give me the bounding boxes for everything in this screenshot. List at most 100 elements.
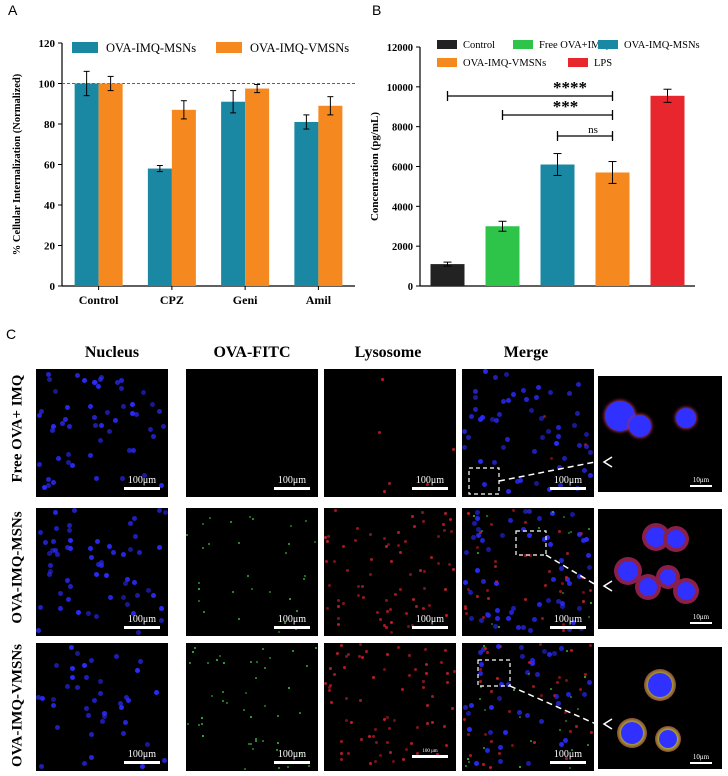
cell-signal (98, 376, 104, 382)
cell-signal (304, 574, 307, 577)
cell-signal (58, 590, 64, 596)
cell-signal (398, 550, 402, 554)
cell-signal (95, 562, 101, 568)
cell-signal (198, 600, 201, 603)
cell-signal (524, 521, 528, 524)
cell-signal (555, 680, 559, 684)
cell-signal (440, 661, 444, 665)
cell-signal (540, 435, 545, 441)
cell-signal (553, 441, 559, 447)
cell-signal (146, 588, 152, 594)
cell-signal (525, 713, 531, 719)
cell-signal (425, 483, 429, 487)
cell-signal (389, 631, 393, 635)
cell-signal (494, 580, 500, 586)
cell-signal (268, 590, 271, 593)
cell-signal (564, 720, 567, 723)
cell-signal (329, 667, 333, 671)
y-tick-label: 0 (408, 282, 413, 293)
cell-signal (38, 764, 44, 770)
bar (98, 83, 123, 286)
cell-signal (36, 694, 42, 700)
cell-signal (346, 751, 350, 755)
cell-signal (295, 628, 298, 631)
cell-signal (586, 564, 592, 570)
cell-signal (586, 553, 592, 559)
cell-signal (497, 695, 503, 701)
bar (485, 226, 520, 286)
cell-signal (248, 516, 251, 519)
cell-signal (344, 718, 348, 722)
cell-signal (589, 644, 593, 648)
cell-signal (442, 522, 446, 526)
cell-signal (54, 526, 60, 532)
cell-signal (252, 517, 255, 520)
scale-bar-line (274, 487, 310, 490)
cell-signal (444, 587, 447, 591)
cell-signal (202, 522, 205, 525)
cell-signal (467, 757, 470, 760)
cell-signal (98, 437, 104, 443)
cell-signal (557, 465, 563, 471)
cell-signal (503, 372, 509, 378)
bar (74, 83, 99, 286)
cell-signal (283, 622, 286, 625)
cell-signal (324, 682, 328, 686)
cell-signal (158, 483, 164, 488)
cell-signal (548, 541, 554, 547)
cell-signal (230, 521, 233, 524)
cell-signal (93, 423, 99, 429)
cell-signal (277, 631, 280, 634)
cell-signal (375, 740, 379, 744)
cell-signal (479, 530, 483, 534)
cell-signal (475, 533, 481, 539)
cell-signal (83, 705, 89, 711)
cell-signal (52, 548, 58, 554)
cell-signal (582, 591, 586, 595)
cell-signal (215, 658, 218, 661)
cell-signal (475, 527, 481, 533)
cell-signal (68, 583, 74, 589)
cell-signal (382, 717, 386, 721)
micrograph-1-1: 100μm (36, 369, 168, 497)
micrograph-3-2: 100μm (186, 643, 318, 771)
legend-label: OVA-IMQ-MSNs (106, 41, 196, 55)
y-tick-label: 4000 (392, 202, 413, 213)
cell-signal (186, 533, 189, 536)
cell-signal (560, 603, 566, 609)
cell-signal (394, 592, 398, 596)
cell-signal (556, 433, 562, 439)
cell-signal (411, 624, 415, 628)
cell-signal (141, 472, 147, 478)
cell-signal (516, 625, 522, 631)
cell-signal (161, 423, 167, 429)
row-label-ova-imq-vmsns: OVA-IMQ-VMSNs (9, 643, 26, 768)
zoom-scale-label: 10μm (692, 613, 710, 621)
cell-signal (569, 767, 572, 770)
cell-signal (221, 699, 224, 702)
cell-signal (493, 560, 497, 564)
cell-signal (491, 460, 497, 465)
cell-signal (506, 616, 512, 622)
cell-signal (369, 573, 373, 577)
cell-signal (107, 428, 113, 434)
cell-signal (506, 489, 512, 495)
panel-label-b: B (372, 2, 382, 18)
cell-signal (70, 666, 76, 672)
cell-signal (95, 538, 101, 544)
cell-signal (577, 442, 583, 448)
cell-signal (588, 473, 594, 479)
cell-signal (559, 566, 565, 572)
cell-signal (221, 690, 224, 693)
cell-signal (336, 599, 340, 603)
cell-signal (571, 423, 577, 429)
cell-signal (414, 667, 418, 671)
cell-signal (88, 546, 94, 552)
cell-signal (120, 730, 126, 736)
micrograph-1-4: 100μm (462, 369, 594, 497)
cell-signal (587, 680, 593, 686)
cell-signal (567, 390, 573, 396)
cell-signal (252, 747, 255, 750)
cell-signal (339, 751, 343, 755)
scale-bar-label: 100μm (127, 749, 157, 760)
